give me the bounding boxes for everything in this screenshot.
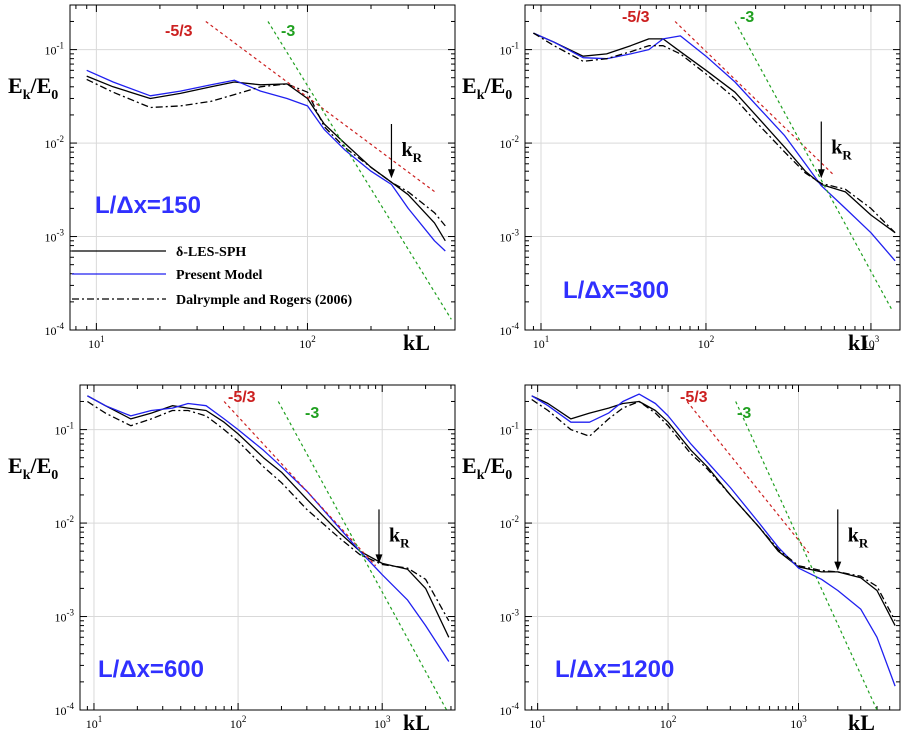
x-tick-label: 101: [533, 334, 550, 351]
y-tick-label: 10-4: [500, 321, 520, 338]
panel-4: 101 102 103 10-4 10-3 10-2 10-1 kL Ek/E0 -5/3 -3 kR…: [462, 384, 901, 735]
slope-label-3: -3: [305, 405, 319, 422]
x-axis-title: kL: [403, 330, 430, 355]
x-axis-title: kL: [848, 330, 875, 355]
x-axis-title: kL: [403, 710, 430, 735]
kr-arrow-head: [817, 169, 825, 179]
y-tick-label: 10-1: [500, 41, 520, 58]
legend-label: Dalrymple and Rogers (2006): [176, 293, 352, 308]
x-tick-label: 101: [88, 334, 105, 351]
x-tick-label: 102: [698, 334, 715, 351]
series-dalrymple: [533, 32, 896, 234]
y-tick-label: 10-4: [45, 321, 65, 338]
slope-line-3: [735, 401, 878, 710]
x-axis-title: kL: [848, 710, 875, 735]
series-group: [86, 21, 452, 320]
kr-arrow-head: [387, 169, 395, 179]
series-les-sph: [533, 32, 896, 234]
series-dalrymple: [86, 78, 446, 227]
legend-label: δ-LES-SPH: [176, 245, 246, 260]
panel-1: 101 102 10-4 10-3 10-2 10-1 kL Ek/E0 -5/3 -3 kR L/Δ…: [8, 4, 456, 355]
y-axis-title: Ek/E0: [8, 73, 58, 103]
y-tick-label: 10-3: [500, 608, 520, 625]
y-tick-label: 10-1: [500, 421, 520, 438]
resolution-label: L/Δx=600: [98, 656, 204, 683]
slope-label-5-3: -5/3: [165, 23, 193, 40]
series-les-sph: [531, 395, 896, 626]
y-tick-label: 10-4: [55, 701, 75, 718]
series-group: [87, 395, 450, 710]
slope-label-3: -3: [737, 405, 751, 422]
slope-line-3: [734, 21, 894, 312]
y-tick-label: 10-3: [45, 228, 65, 245]
panel-3: 101 102 103 10-4 10-3 10-2 10-1 kL Ek/E0 -5/3 -3 kR…: [8, 384, 456, 735]
x-tick-label: 102: [660, 714, 677, 731]
kr-label: kR: [389, 524, 410, 550]
x-tick-label: 101: [529, 714, 546, 731]
series-les-sph: [87, 395, 450, 638]
panel-2: 101 102 103 10-4 10-3 10-2 10-1 kL Ek/E0 -5/3 -3 kR…: [462, 4, 901, 355]
y-axis-title: Ek/E0: [462, 73, 512, 103]
legend-label: Present Model: [176, 268, 263, 283]
slope-line-3: [267, 21, 452, 320]
kr-arrow-head: [834, 561, 842, 571]
slope-label-5-3: -5/3: [680, 389, 708, 406]
slope-line-5-3: [674, 21, 835, 176]
slope-label-5-3: -5/3: [622, 9, 650, 26]
x-tick-label: 102: [299, 334, 316, 351]
series-group: [531, 393, 896, 710]
slope-line-3: [277, 401, 448, 710]
y-tick-label: 10-1: [45, 41, 65, 58]
kr-label: kR: [848, 524, 869, 550]
y-tick-label: 10-3: [500, 228, 520, 245]
plot-frame: [79, 384, 456, 711]
slope-label-5-3: -5/3: [228, 389, 256, 406]
kr-arrow-head: [375, 554, 383, 564]
y-tick-label: 10-2: [55, 514, 75, 531]
series-present-model: [531, 393, 896, 687]
x-tick-label: 101: [86, 714, 103, 731]
y-tick-label: 10-1: [55, 421, 75, 438]
x-tick-label: 103: [374, 714, 391, 731]
slope-label-3: -3: [740, 9, 754, 26]
kr-label: kR: [401, 139, 422, 165]
y-tick-label: 10-4: [500, 701, 520, 718]
legend: δ-LES-SPH Present Model Dalrymple and Roge…: [72, 245, 352, 308]
slope-line-5-3: [686, 401, 810, 554]
y-tick-label: 10-3: [55, 608, 75, 625]
plot-frame: [524, 384, 901, 711]
series-dalrymple: [87, 400, 450, 622]
resolution-label: L/Δx=150: [95, 192, 201, 219]
kr-label: kR: [831, 137, 852, 163]
y-tick-label: 10-2: [500, 514, 520, 531]
series-present-model: [87, 395, 450, 662]
y-tick-label: 10-2: [500, 134, 520, 151]
resolution-label: L/Δx=1200: [555, 656, 674, 683]
slope-label-3: -3: [281, 23, 295, 40]
series-present-model: [86, 69, 446, 252]
series-group: [533, 21, 896, 312]
slope-line-5-3: [223, 401, 377, 567]
x-tick-label: 103: [863, 334, 880, 351]
series-present-model: [533, 32, 896, 262]
y-axis-title: Ek/E0: [462, 453, 512, 483]
plot-frame: [524, 4, 901, 331]
y-tick-label: 10-2: [45, 134, 65, 151]
series-dalrymple: [531, 398, 896, 622]
y-axis-title: Ek/E0: [8, 453, 58, 483]
resolution-label: L/Δx=300: [563, 277, 669, 304]
x-tick-label: 103: [790, 714, 807, 731]
slope-line-5-3: [205, 21, 438, 194]
series-les-sph: [86, 75, 446, 242]
plot-frame: [69, 4, 456, 331]
x-tick-label: 102: [230, 714, 247, 731]
